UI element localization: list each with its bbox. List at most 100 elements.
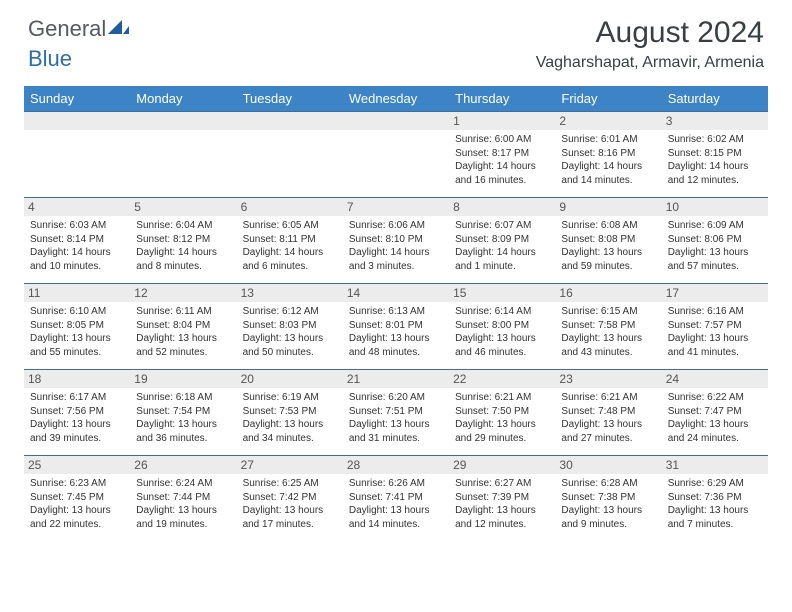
calendar-cell: 16Sunrise: 6:15 AMSunset: 7:58 PMDayligh… <box>555 283 661 369</box>
cell-content: Sunrise: 6:09 AMSunset: 8:06 PMDaylight:… <box>668 219 762 273</box>
sunset-text: Sunset: 8:09 PM <box>455 233 549 247</box>
sunrise-text: Sunrise: 6:14 AM <box>455 305 549 319</box>
month-title: August 2024 <box>536 16 764 50</box>
day-number: 21 <box>343 369 449 388</box>
calendar-cell: 15 Sunrise: 6:14 AMSunset: 8:00 PMDayligh… <box>449 283 555 369</box>
day-number: 20 <box>237 369 343 388</box>
calendar-cell: 4Sunrise: 6:03 AMSunset: 8:14 PMDaylight… <box>24 197 130 283</box>
daylight-text: Daylight: 13 hours and 19 minutes. <box>136 504 230 531</box>
daylight-text: Daylight: 13 hours and 55 minutes. <box>30 332 124 359</box>
sunset-text: Sunset: 8:05 PM <box>30 319 124 333</box>
calendar-cell: 1Sunrise: 6:00 AMSunset: 8:17 PMDaylight… <box>449 111 555 197</box>
calendar-cell: 5Sunrise: 6:04 AMSunset: 8:12 PMDaylight… <box>130 197 236 283</box>
cell-content: Sunrise: 6:19 AMSunset: 7:53 PMDaylight:… <box>243 391 337 445</box>
daylight-text: Daylight: 13 hours and 27 minutes. <box>561 418 655 445</box>
cell-content: Sunrise: 6:03 AMSunset: 8:14 PMDaylight:… <box>30 219 124 273</box>
cell-content: Sunrise: 6:21 AMSunset: 7:50 PMDaylight:… <box>455 391 549 445</box>
cell-content: Sunrise: 6:06 AMSunset: 8:10 PMDaylight:… <box>349 219 443 273</box>
calendar-cell: 10Sunrise: 6:09 AMSunset: 8:06 PMDayligh… <box>662 197 768 283</box>
location: Vagharshapat, Armavir, Armenia <box>536 54 764 72</box>
sunrise-text: Sunrise: 6:05 AM <box>243 219 337 233</box>
calendar-cell: 17Sunrise: 6:16 AMSunset: 7:57 PMDayligh… <box>662 283 768 369</box>
day-header: Monday <box>130 86 236 111</box>
day-number: 27 <box>237 455 343 474</box>
daylight-text: Daylight: 13 hours and 43 minutes. <box>561 332 655 359</box>
sunset-text: Sunset: 7:39 PM <box>455 491 549 505</box>
calendar-row: 1Sunrise: 6:00 AMSunset: 8:17 PMDaylight… <box>24 111 768 197</box>
day-header: Tuesday <box>237 86 343 111</box>
sunset-text: Sunset: 8:12 PM <box>136 233 230 247</box>
day-header: Saturday <box>662 86 768 111</box>
cell-content: Sunrise: 6:20 AMSunset: 7:51 PMDaylight:… <box>349 391 443 445</box>
day-number: 24 <box>662 369 768 388</box>
sunrise-text: Sunrise: 6:17 AM <box>30 391 124 405</box>
sunset-text: Sunset: 8:03 PM <box>243 319 337 333</box>
daylight-text: Daylight: 13 hours and 24 minutes. <box>668 418 762 445</box>
daylight-text: Daylight: 14 hours and 1 minute. <box>455 246 549 273</box>
sunset-text: Sunset: 8:00 PM <box>455 319 549 333</box>
cell-content: Sunrise: 6:04 AMSunset: 8:12 PMDaylight:… <box>136 219 230 273</box>
day-number <box>343 111 449 130</box>
sunset-text: Sunset: 8:01 PM <box>349 319 443 333</box>
day-number: 12 <box>130 283 236 302</box>
daylight-text: Daylight: 13 hours and 14 minutes. <box>349 504 443 531</box>
calendar-cell <box>343 111 449 197</box>
daylight-text: Daylight: 13 hours and 7 minutes. <box>668 504 762 531</box>
sunrise-text: Sunrise: 6:16 AM <box>668 305 762 319</box>
day-number: 19 <box>130 369 236 388</box>
cell-content: Sunrise: 6:22 AMSunset: 7:47 PMDaylight:… <box>668 391 762 445</box>
calendar-cell: 6Sunrise: 6:05 AMSunset: 8:11 PMDaylight… <box>237 197 343 283</box>
sunset-text: Sunset: 7:42 PM <box>243 491 337 505</box>
daylight-text: Daylight: 14 hours and 12 minutes. <box>668 160 762 187</box>
day-number: 14 <box>343 283 449 302</box>
day-header: Thursday <box>449 86 555 111</box>
sunrise-text: Sunrise: 6:25 AM <box>243 477 337 491</box>
calendar-cell: 23Sunrise: 6:21 AMSunset: 7:48 PMDayligh… <box>555 369 661 455</box>
cell-content: Sunrise: 6:07 AMSunset: 8:09 PMDaylight:… <box>455 219 549 273</box>
sunset-text: Sunset: 8:04 PM <box>136 319 230 333</box>
day-header: Friday <box>555 86 661 111</box>
calendar-cell: 27Sunrise: 6:25 AMSunset: 7:42 PMDayligh… <box>237 455 343 541</box>
day-number <box>24 111 130 130</box>
sunset-text: Sunset: 7:53 PM <box>243 405 337 419</box>
sunset-text: Sunset: 7:36 PM <box>668 491 762 505</box>
calendar-cell: 22Sunrise: 6:21 AMSunset: 7:50 PMDayligh… <box>449 369 555 455</box>
cell-content: Sunrise: 6:17 AMSunset: 7:56 PMDaylight:… <box>30 391 124 445</box>
cell-content: Sunrise: 6:14 AMSunset: 8:00 PMDaylight:… <box>455 305 549 359</box>
calendar-cell: 9Sunrise: 6:08 AMSunset: 8:08 PMDaylight… <box>555 197 661 283</box>
sunrise-text: Sunrise: 6:18 AM <box>136 391 230 405</box>
calendar-cell: 20 Sunrise: 6:19 AMSunset: 7:53 PMDayligh… <box>237 369 343 455</box>
daylight-text: Daylight: 13 hours and 36 minutes. <box>136 418 230 445</box>
daylight-text: Daylight: 14 hours and 6 minutes. <box>243 246 337 273</box>
sunset-text: Sunset: 7:57 PM <box>668 319 762 333</box>
daylight-text: Daylight: 13 hours and 9 minutes. <box>561 504 655 531</box>
calendar-cell: 18Sunrise: 6:17 AMSunset: 7:56 PMDayligh… <box>24 369 130 455</box>
sunrise-text: Sunrise: 6:07 AM <box>455 219 549 233</box>
sunrise-text: Sunrise: 6:02 AM <box>668 133 762 147</box>
day-number: 31 <box>662 455 768 474</box>
daylight-text: Daylight: 13 hours and 48 minutes. <box>349 332 443 359</box>
cell-content: Sunrise: 6:27 AMSunset: 7:39 PMDaylight:… <box>455 477 549 531</box>
sunset-text: Sunset: 7:54 PM <box>136 405 230 419</box>
cell-content: Sunrise: 6:15 AMSunset: 7:58 PMDaylight:… <box>561 305 655 359</box>
sunrise-text: Sunrise: 6:00 AM <box>455 133 549 147</box>
calendar-cell: 7Sunrise: 6:06 AMSunset: 8:10 PMDaylight… <box>343 197 449 283</box>
calendar-cell <box>237 111 343 197</box>
calendar-cell: 14Sunrise: 6:13 AMSunset: 8:01 PMDayligh… <box>343 283 449 369</box>
day-number: 29 <box>449 455 555 474</box>
calendar-cell: 28Sunrise: 6:26 AMSunset: 7:41 PMDayligh… <box>343 455 449 541</box>
daylight-text: Daylight: 14 hours and 14 minutes. <box>561 160 655 187</box>
day-number: 26 <box>130 455 236 474</box>
day-header: Sunday <box>24 86 130 111</box>
day-number: 15 <box>449 283 555 302</box>
sunrise-text: Sunrise: 6:15 AM <box>561 305 655 319</box>
daylight-text: Daylight: 13 hours and 34 minutes. <box>243 418 337 445</box>
calendar-row: 4Sunrise: 6:03 AMSunset: 8:14 PMDaylight… <box>24 197 768 283</box>
sunset-text: Sunset: 8:08 PM <box>561 233 655 247</box>
cell-content: Sunrise: 6:18 AMSunset: 7:54 PMDaylight:… <box>136 391 230 445</box>
sunrise-text: Sunrise: 6:09 AM <box>668 219 762 233</box>
cell-content: Sunrise: 6:26 AMSunset: 7:41 PMDaylight:… <box>349 477 443 531</box>
calendar-cell: 29 Sunrise: 6:27 AMSunset: 7:39 PMDayligh… <box>449 455 555 541</box>
day-number: 2 <box>555 111 661 130</box>
sunrise-text: Sunrise: 6:04 AM <box>136 219 230 233</box>
